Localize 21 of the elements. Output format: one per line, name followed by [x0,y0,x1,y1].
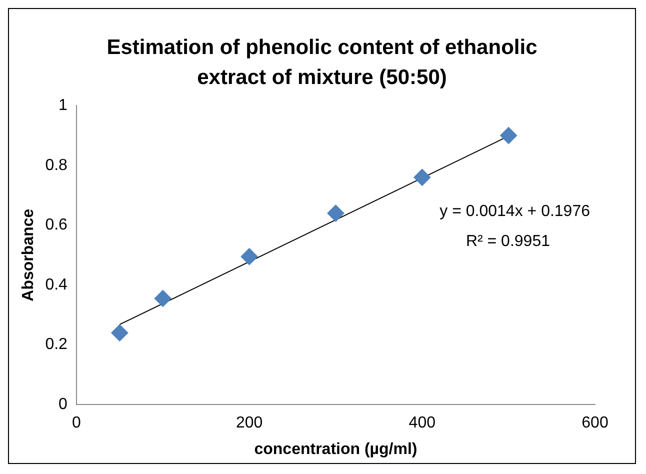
y-tick-label: 0.2 [45,336,68,354]
point [327,204,344,222]
y-tick-label: 0.8 [45,156,68,174]
point [240,248,258,266]
x-axis-title: concentration (µg/ml) [254,440,418,458]
y-tick-label: 0.6 [45,216,68,234]
point [111,324,128,342]
x-tick-label: 400 [408,414,436,432]
y-tick-label: 0.4 [45,276,68,294]
y-axis-title: Absorbance [20,208,38,302]
point [154,290,172,307]
chart-title: Estimation of phenolic content of ethanolic extract of mixture (50:50) [106,35,538,91]
annotation: y = 0.0014x + 0.1976 [440,203,590,220]
annotation: R² = 0.9951 [466,233,550,250]
x-tick-label: 200 [236,414,263,432]
x-tick-label: 0 [72,414,81,432]
x-tick-label: 600 [582,414,608,432]
y-tick-label: 1 [58,97,68,114]
point [414,168,431,186]
point [500,127,518,144]
y-tick-label: 0 [58,396,68,414]
